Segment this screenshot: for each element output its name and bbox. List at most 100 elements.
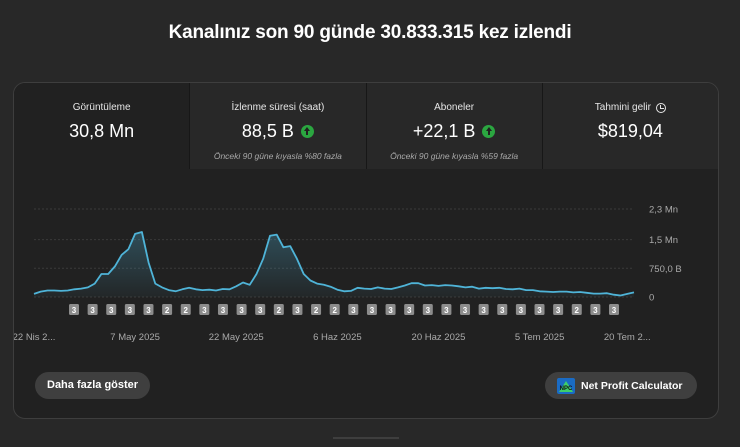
metric-note: Önceki 90 güne kıyasla %80 fazla	[213, 151, 342, 161]
video-marker[interactable]	[515, 304, 526, 315]
views-line	[33, 231, 635, 297]
video-marker[interactable]	[366, 304, 377, 315]
video-marker-label: 3	[72, 306, 77, 315]
arrow-up-circle-icon	[300, 125, 314, 138]
video-marker-label: 3	[612, 306, 617, 315]
video-marker-label: 3	[146, 306, 151, 315]
x-tick-label: 20 Haz 2025	[412, 332, 466, 343]
video-marker-label: 3	[202, 306, 207, 315]
x-tick-label: 22 Nis 2...	[14, 332, 55, 343]
video-marker[interactable]	[385, 304, 396, 315]
metric-watch-time[interactable]: İzlenme süresi (saat) 88,5 B Önceki 90 g…	[190, 83, 367, 169]
video-marker-label: 3	[537, 306, 542, 315]
video-marker-label: 3	[407, 306, 412, 315]
video-marker-label: 3	[239, 306, 244, 315]
metric-label: Görüntüleme	[72, 102, 131, 113]
video-marker-label: 2	[575, 306, 580, 315]
video-marker-label: 2	[165, 306, 170, 315]
video-marker[interactable]	[199, 304, 210, 315]
video-marker[interactable]	[292, 304, 303, 315]
video-marker-label: 3	[109, 306, 114, 315]
video-marker-label: 2	[332, 306, 337, 315]
video-marker[interactable]	[329, 304, 340, 315]
views-chart[interactable]: 2,3 Mn 1,5 Mn 750,0 B 0 3 3 3 3 3 2 2 3 3 3 3 2 3 2 2 3 3 3 3 3…	[14, 169, 718, 369]
video-marker[interactable]	[124, 304, 135, 315]
video-marker-label: 2	[277, 306, 282, 315]
metric-label: Tahmini gelir	[595, 102, 666, 113]
metric-value: +22,1 B	[413, 121, 496, 142]
video-marker[interactable]	[106, 304, 117, 315]
video-marker[interactable]	[609, 304, 619, 315]
page-title: Kanalınız son 90 günde 30.833.315 kez iz…	[168, 22, 572, 43]
video-marker[interactable]	[236, 304, 247, 315]
y-tick-label: 750,0 B	[649, 264, 682, 275]
metric-label: Aboneler	[434, 102, 475, 113]
metric-label: İzlenme süresi (saat)	[231, 102, 325, 113]
video-marker-label: 3	[444, 306, 449, 315]
net-profit-calculator-label: Net Profit Calculator	[581, 379, 683, 392]
svg-text:NPC: NPC	[560, 386, 573, 392]
y-tick-label: 1,5 Mn	[649, 235, 678, 246]
x-tick-label: 7 May 2025	[110, 332, 160, 343]
video-marker-label: 3	[370, 306, 375, 315]
video-marker[interactable]	[478, 304, 489, 315]
video-marker[interactable]	[311, 304, 322, 315]
video-marker[interactable]	[217, 304, 228, 315]
video-marker[interactable]	[404, 304, 415, 315]
video-marker[interactable]	[87, 304, 98, 315]
x-tick-label: 22 May 2025	[209, 332, 264, 343]
video-marker-label: 3	[90, 306, 95, 315]
net-profit-calculator-button[interactable]: NPC Net Profit Calculator	[545, 372, 697, 399]
video-marker-label: 2	[183, 306, 188, 315]
video-marker[interactable]	[460, 304, 471, 315]
video-marker-label: 3	[388, 306, 393, 315]
metric-subscribers[interactable]: Aboneler +22,1 B Önceki 90 güne kıyasla …	[366, 83, 543, 169]
x-tick-label: 6 Haz 2025	[313, 332, 362, 343]
video-marker-label: 3	[463, 306, 468, 315]
metric-value: $819,04	[597, 121, 663, 141]
video-marker-label: 3	[258, 306, 263, 315]
show-more-button[interactable]: Daha fazla göster	[35, 372, 151, 399]
video-marker-label: 3	[426, 306, 431, 315]
video-marker[interactable]	[255, 304, 266, 315]
video-marker-label: 3	[128, 306, 133, 315]
video-marker[interactable]	[441, 304, 452, 315]
video-marker[interactable]	[348, 304, 359, 315]
video-marker[interactable]	[534, 304, 545, 315]
x-tick-label: 5 Tem 2025	[515, 332, 564, 343]
scroll-indicator[interactable]	[333, 437, 399, 439]
metric-note: Önceki 90 güne kıyasla %59 fazla	[390, 151, 519, 161]
video-marker[interactable]	[180, 304, 191, 315]
video-marker-label: 3	[593, 306, 598, 315]
video-marker-label: 3	[351, 306, 356, 315]
metric-value: 30,8 Mn	[69, 121, 135, 141]
video-marker-label: 3	[221, 306, 226, 315]
video-marker[interactable]	[590, 304, 601, 315]
arrow-up-circle-icon	[482, 125, 496, 138]
y-tick-label: 2,3 Mn	[649, 205, 678, 216]
video-marker-label: 3	[481, 306, 486, 315]
clock-icon[interactable]	[655, 102, 666, 113]
metrics-row: Görüntüleme 30,8 Mn İzlenme süresi (saat…	[14, 83, 718, 169]
video-marker[interactable]	[273, 304, 284, 315]
video-marker[interactable]	[422, 304, 433, 315]
npc-logo-icon: NPC	[557, 377, 575, 394]
video-marker-label: 3	[500, 306, 505, 315]
video-marker-label: 3	[519, 306, 524, 315]
y-tick-label: 0	[649, 293, 654, 304]
video-marker[interactable]	[553, 304, 564, 315]
metric-revenue[interactable]: Tahmini gelir $819,04	[542, 83, 718, 169]
metric-views[interactable]: Görüntüleme 30,8 Mn	[14, 83, 191, 169]
video-marker[interactable]	[143, 304, 154, 315]
video-marker[interactable]	[69, 304, 79, 315]
video-marker-label: 3	[556, 306, 561, 315]
views-area	[34, 232, 634, 297]
metric-value: 88,5 B	[242, 121, 314, 142]
analytics-card: Görüntüleme 30,8 Mn İzlenme süresi (saat…	[13, 82, 719, 419]
video-marker-label: 3	[295, 306, 300, 315]
x-tick-label: 20 Tem 2...	[604, 332, 651, 343]
video-marker-label: 2	[314, 306, 319, 315]
video-marker[interactable]	[497, 304, 508, 315]
video-marker[interactable]	[162, 304, 173, 315]
video-marker[interactable]	[571, 304, 582, 315]
